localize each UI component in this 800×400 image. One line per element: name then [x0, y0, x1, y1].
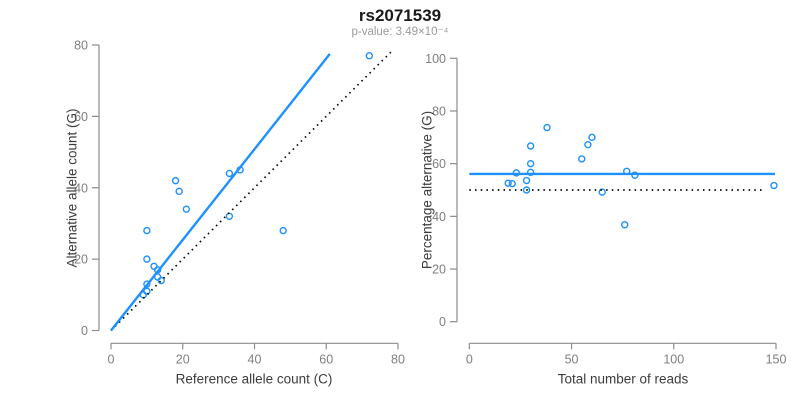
- data-point: [143, 255, 151, 263]
- pvalue-subtitle: p-value: 3.49×10⁻⁴: [351, 26, 449, 38]
- data-point: [175, 187, 183, 196]
- y-axis-label-left: Alternative allele count (G): [64, 108, 80, 268]
- data-point: [526, 168, 535, 177]
- x-tick-label: 0: [108, 352, 115, 366]
- x-axis-label-right: Total number of reads: [557, 371, 689, 387]
- allele-count-scatter-panel: 0 20 40 60 80 0 20 40 60 80: [74, 39, 405, 367]
- x-tick-label: 100: [663, 352, 684, 366]
- x-tick-label: 0: [466, 352, 473, 366]
- data-point: [620, 221, 629, 229]
- data-point: [522, 176, 531, 185]
- data-point: [543, 123, 551, 132]
- x-tick-label: 20: [176, 352, 190, 366]
- data-point: [225, 212, 234, 221]
- y-tick-label: 80: [74, 39, 88, 53]
- x-tick-label: 50: [565, 352, 579, 366]
- data-point: [279, 226, 287, 235]
- data-point: [526, 159, 535, 168]
- data-point: [157, 276, 165, 285]
- x-tick-label: 150: [766, 352, 787, 366]
- data-point: [504, 179, 512, 187]
- fit-line: [110, 53, 331, 332]
- y-tick-label: 100: [425, 52, 446, 66]
- percentage-reads-scatter-panel: 0 20 40 60 80 100 0 50 100 150: [425, 52, 787, 366]
- y-tick-label: 80: [432, 104, 446, 118]
- x-tick-label: 60: [319, 352, 333, 366]
- y-tick-label: 0: [439, 315, 446, 329]
- data-point: [143, 226, 151, 235]
- y-tick-label: 20: [74, 253, 88, 267]
- data-point: [182, 205, 191, 213]
- data-point: [522, 186, 531, 194]
- data-point: [150, 262, 158, 270]
- data-point: [143, 280, 151, 288]
- y-tick-label: 60: [74, 110, 88, 124]
- x-tick-label: 80: [391, 352, 405, 366]
- reference-dotted-line: [110, 51, 392, 332]
- data-point: [365, 52, 373, 60]
- y-tick-label: 20: [432, 263, 446, 277]
- page-title: rs2071539: [358, 6, 442, 25]
- data-point: [588, 133, 596, 142]
- data-point: [171, 176, 180, 185]
- y-tick-label: 40: [74, 181, 88, 195]
- data-point: [526, 142, 535, 150]
- data-point: [578, 155, 586, 163]
- data-point: [508, 179, 516, 188]
- data-point: [584, 140, 592, 149]
- data-point: [770, 181, 778, 190]
- x-axis-label-left: Reference allele count (C): [175, 371, 333, 387]
- x-tick-label: 40: [248, 352, 262, 366]
- data-point: [225, 169, 234, 178]
- y-tick-label: 40: [432, 210, 446, 224]
- data-point: [143, 287, 151, 295]
- data-point: [598, 188, 606, 196]
- y-tick-label: 60: [432, 157, 446, 171]
- y-tick-label: 0: [81, 324, 88, 338]
- y-axis-label-right: Percentage alternative (G): [419, 110, 435, 270]
- data-point: [631, 171, 639, 179]
